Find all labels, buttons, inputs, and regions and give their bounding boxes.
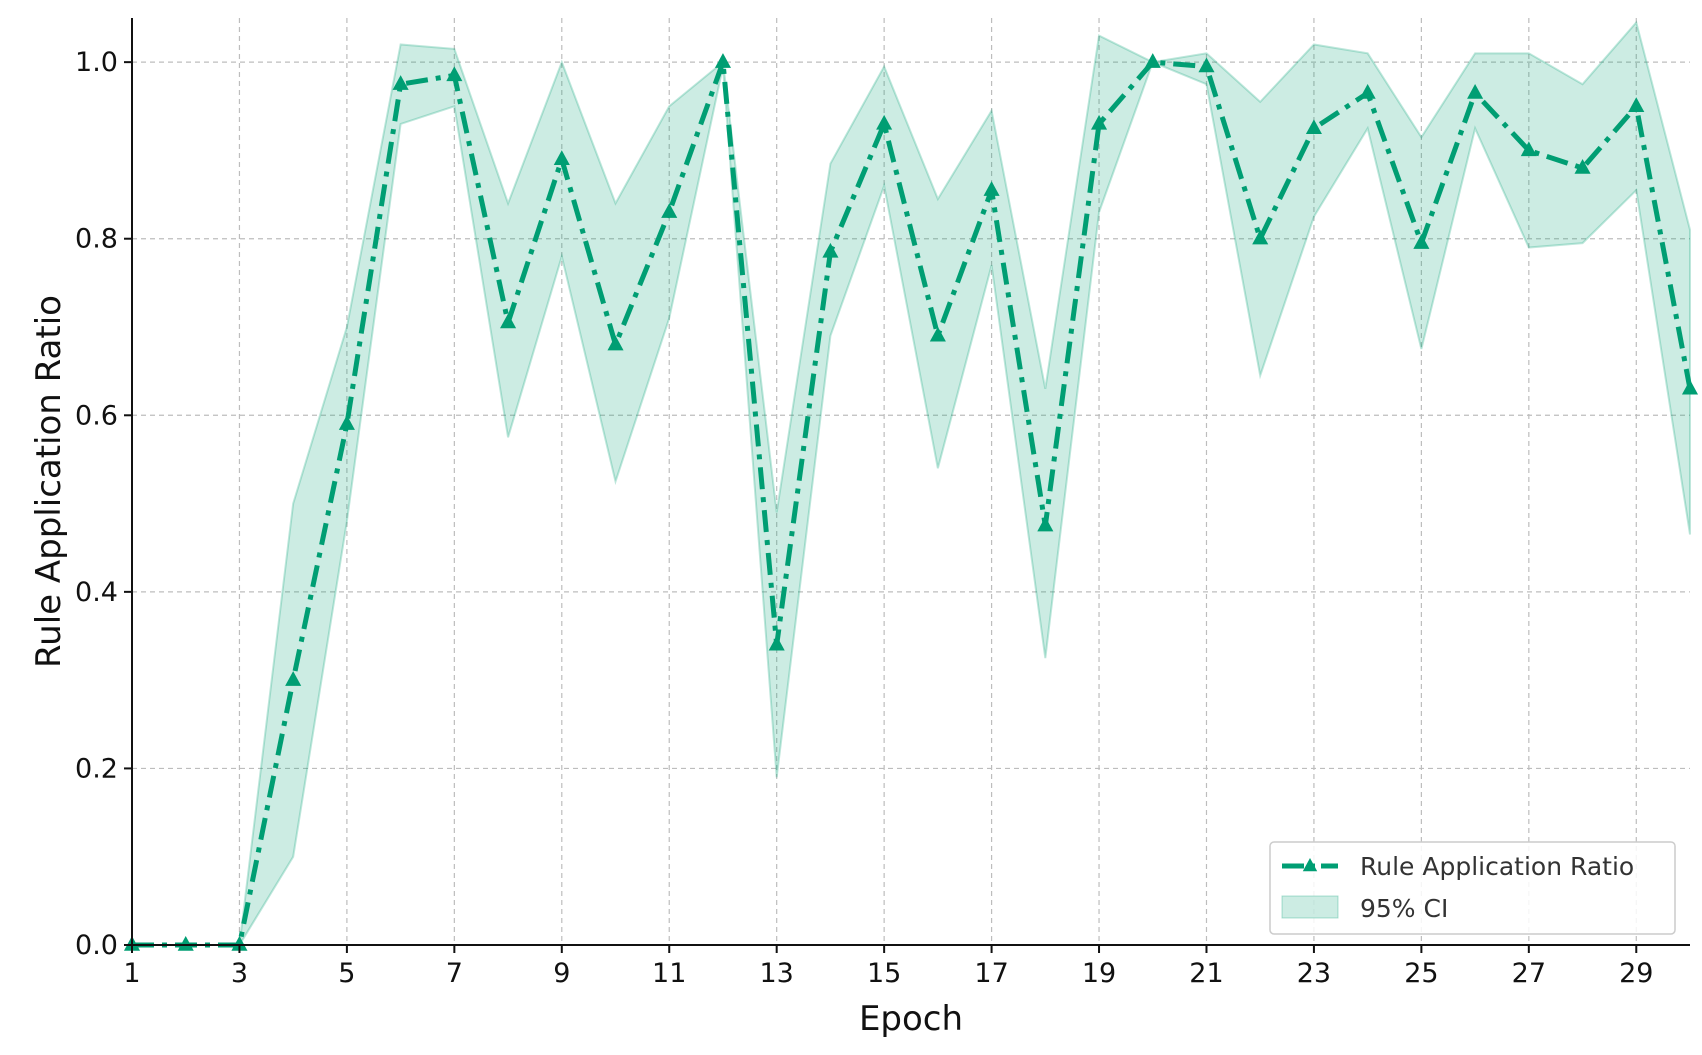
axes-layer <box>124 18 1690 953</box>
data-point <box>768 635 785 651</box>
y-tick-label: 0.8 <box>75 224 118 255</box>
data-point <box>1305 119 1322 135</box>
y-tick-label: 0.2 <box>75 753 118 784</box>
x-tick-label: 3 <box>231 958 248 989</box>
x-tick-label: 19 <box>1082 958 1116 989</box>
y-tick-label: 1.0 <box>75 47 118 78</box>
legend-triangle-marker-icon <box>1302 858 1318 872</box>
ci-band-layer <box>132 20 1691 946</box>
data-point <box>1413 234 1430 249</box>
data-point <box>607 335 624 351</box>
x-tick-label: 15 <box>867 958 901 989</box>
legend-label-ci: 95% CI <box>1360 894 1448 923</box>
data-point <box>876 114 893 130</box>
data-point <box>1359 83 1376 99</box>
data-point <box>661 203 678 218</box>
data-point <box>500 313 517 329</box>
x-tick-label: 29 <box>1619 958 1653 989</box>
x-tick-label: 13 <box>760 958 794 989</box>
x-tick-label: 5 <box>338 958 355 989</box>
data-point <box>553 150 570 165</box>
x-tick-label: 1 <box>123 958 140 989</box>
data-point <box>1628 97 1645 112</box>
data-point <box>1090 114 1108 130</box>
data-point <box>1037 516 1054 532</box>
x-axis-title: Epoch <box>859 999 963 1039</box>
y-tick-label: 0.0 <box>75 930 118 961</box>
series-line <box>132 59 1693 948</box>
data-point <box>338 415 355 430</box>
y-tick-label: 0.6 <box>75 400 118 431</box>
legend-box <box>1269 841 1676 935</box>
x-tick-label: 23 <box>1297 958 1331 989</box>
data-point <box>714 53 732 68</box>
data-point <box>1198 57 1215 73</box>
x-tick-label: 11 <box>652 958 686 989</box>
x-tick-label: 9 <box>553 958 570 989</box>
data-point <box>177 935 194 951</box>
x-tick-label: 17 <box>974 958 1008 989</box>
data-point <box>822 242 839 258</box>
data-point <box>1681 379 1699 395</box>
data-point <box>446 66 463 82</box>
legend-label-series: Rule Application Ratio <box>1360 852 1634 881</box>
series-layer <box>123 53 1699 951</box>
data-point <box>983 181 1000 196</box>
data-point <box>1467 83 1484 99</box>
data-point <box>1144 53 1161 68</box>
legend: Rule Application Ratio 95% CI <box>1269 841 1676 935</box>
data-point <box>392 75 409 90</box>
legend-band-swatch <box>1281 895 1339 919</box>
tick-labels: 1 3 5 7 9 11 13 15 17 19 21 23 25 27 290.00.20.40.60.8… <box>75 47 1653 989</box>
data-point <box>1520 141 1537 157</box>
data-point <box>1574 159 1591 174</box>
data-point <box>929 326 946 342</box>
ci-band <box>132 20 1691 946</box>
y-tick-label: 0.4 <box>75 577 118 608</box>
y-axis-title: Rule Application Ratio <box>29 295 69 668</box>
x-tick-label: 25 <box>1404 958 1438 989</box>
data-point <box>285 671 302 686</box>
x-tick-label: 7 <box>446 958 463 989</box>
x-tick-label: 21 <box>1189 958 1223 989</box>
x-tick-label: 27 <box>1512 958 1546 989</box>
data-point <box>1252 229 1269 245</box>
